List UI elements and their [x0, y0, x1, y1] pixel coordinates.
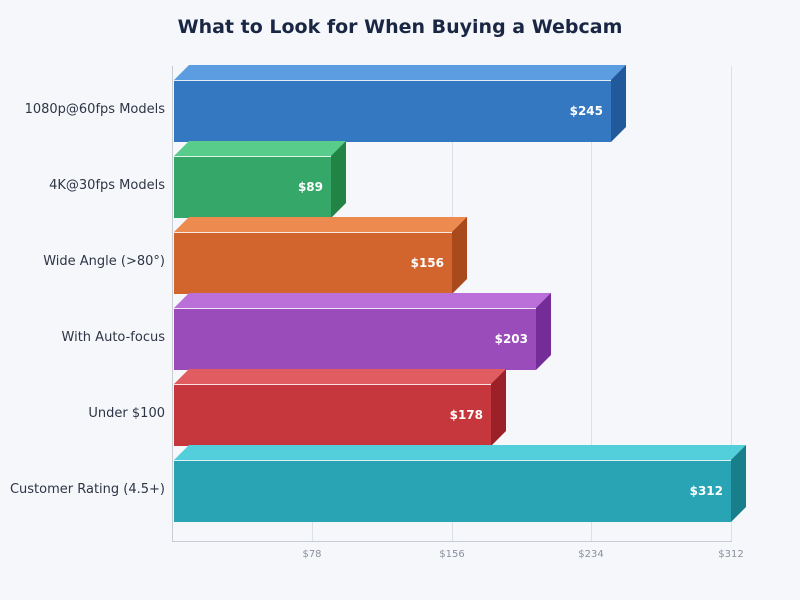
bar-top-face	[174, 369, 506, 384]
bar-top-face	[174, 293, 551, 308]
bar: $89	[174, 141, 346, 218]
x-tick-label: $234	[578, 549, 604, 560]
bar-side-face	[611, 65, 626, 142]
bar-top-face	[174, 217, 467, 232]
y-axis-line	[172, 66, 173, 541]
category-label: Wide Angle (>80°)	[43, 254, 165, 269]
category-label: 1080p@60fps Models	[24, 102, 165, 117]
bar-front-face	[174, 308, 536, 370]
bar-side-face	[452, 217, 467, 294]
bar-side-face	[331, 141, 346, 218]
bar-front-face	[174, 384, 491, 446]
bar-front-face	[174, 232, 452, 294]
bar-top-face	[174, 65, 626, 80]
bar: $203	[174, 293, 551, 370]
bar-side-face	[536, 293, 551, 370]
bar-front-face	[174, 156, 331, 218]
category-label: Under $100	[88, 406, 165, 421]
bar-value-label: $156	[410, 256, 444, 270]
x-tick-label: $78	[302, 549, 322, 560]
bar: $245	[174, 65, 626, 142]
bar: $178	[174, 369, 506, 446]
bar-value-label: $312	[689, 484, 723, 498]
bar-front-face	[174, 80, 611, 142]
bar-front-face	[174, 460, 731, 522]
bar-value-label: $178	[449, 408, 483, 422]
gridline	[731, 66, 732, 541]
bar-top-face	[174, 445, 746, 460]
category-label: Customer Rating (4.5+)	[9, 482, 165, 497]
bar-value-label: $203	[494, 332, 528, 346]
bar-value-label: $89	[297, 180, 323, 194]
x-tick-label: $312	[718, 549, 744, 560]
category-label: With Auto-focus	[61, 330, 165, 345]
bar-value-label: $245	[569, 104, 603, 118]
bar-side-face	[491, 369, 506, 446]
bar-top-face	[174, 141, 346, 156]
x-axis-line	[172, 541, 732, 542]
bar: $312	[174, 445, 746, 522]
category-label: 4K@30fps Models	[49, 178, 165, 193]
bar: $156	[174, 217, 467, 294]
chart-title: What to Look for When Buying a Webcam	[177, 16, 623, 38]
gridline	[591, 66, 592, 541]
bar-side-face	[731, 445, 746, 522]
x-tick-label: $156	[439, 549, 465, 560]
